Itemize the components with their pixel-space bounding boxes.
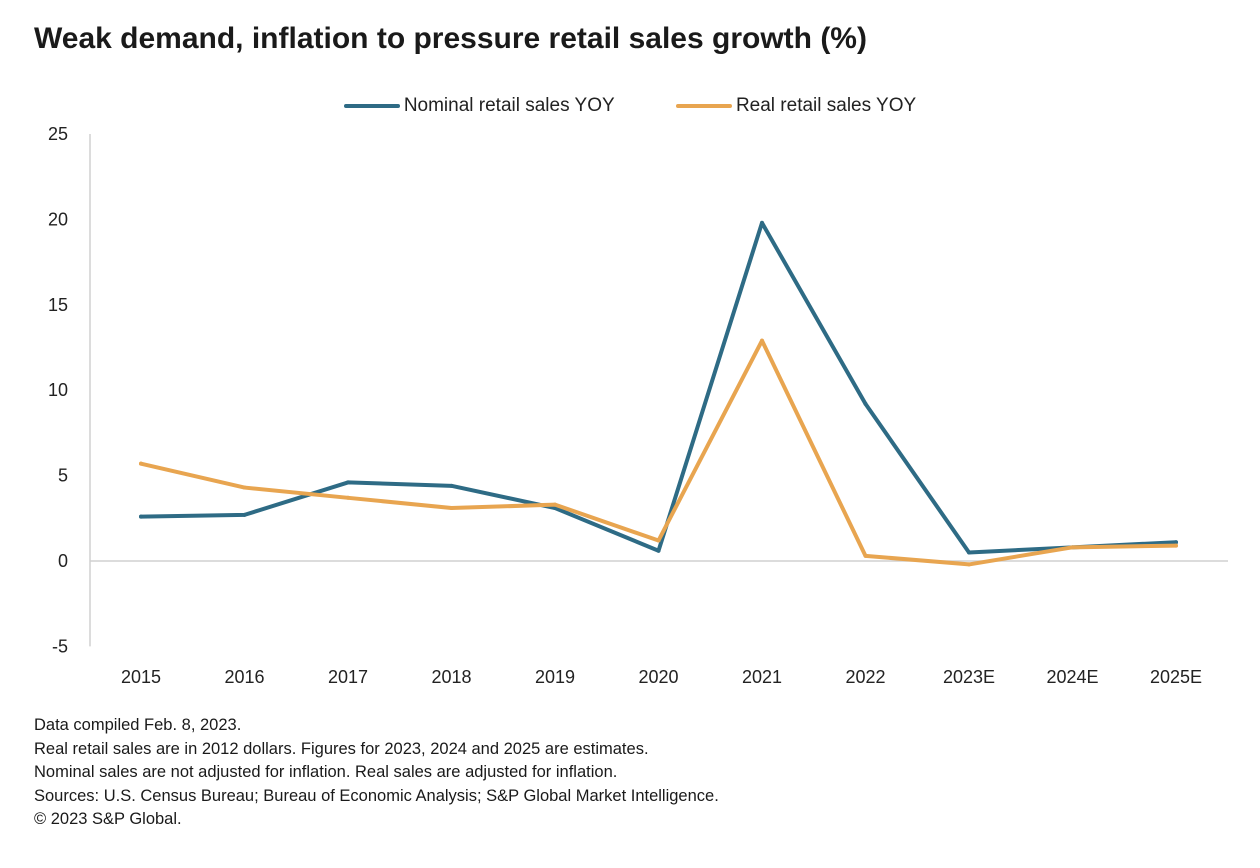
x-tick-label: 2019: [535, 667, 575, 687]
note-real-dollars: Real retail sales are in 2012 dollars. F…: [34, 739, 649, 758]
legend: Nominal retail sales YOY Real retail sal…: [0, 92, 1260, 117]
data-point-nominal: [760, 220, 764, 225]
data-point-nominal: [656, 548, 661, 553]
data-point-real: [760, 338, 764, 343]
y-tick-label: 15: [48, 295, 68, 315]
data-point-nominal: [1174, 540, 1178, 545]
legend-swatch-nominal: [343, 104, 400, 108]
x-tick-label: 2023E: [943, 667, 995, 687]
chart-notes: Data compiled Feb. 8, 2023. Real retail …: [34, 714, 719, 832]
y-tick-label: -5: [52, 636, 68, 656]
note-sources: Sources: U.S. Census Bureau; Bureau of E…: [34, 786, 719, 805]
data-point-real: [1070, 545, 1075, 550]
y-tick-label: 25: [48, 124, 68, 144]
y-tick-label: 10: [48, 380, 68, 400]
legend-swatch-real: [675, 104, 732, 108]
data-point-real: [449, 506, 454, 511]
legend-item-real: Real retail sales YOY: [675, 95, 917, 117]
x-tick-label: 2015: [121, 667, 161, 687]
data-point-nominal: [967, 550, 971, 555]
note-inflation: Nominal sales are not adjusted for infla…: [34, 763, 618, 781]
data-point-real: [553, 502, 557, 507]
legend-item-nominal: Nominal retail sales YOY: [343, 95, 615, 117]
note-date: Data compiled Feb. 8, 2023.: [34, 716, 242, 734]
data-point-real: [242, 485, 247, 490]
note-copyright: © 2023 S&P Global.: [34, 810, 182, 828]
chart-title: Weak demand, inflation to pressure retai…: [34, 22, 867, 55]
data-point-nominal: [863, 401, 868, 406]
data-point-real: [346, 495, 350, 500]
data-point-nominal: [449, 483, 454, 488]
data-point-nominal: [346, 480, 350, 485]
x-tick-label: 2025E: [1150, 667, 1202, 687]
x-tick-label: 2024E: [1046, 667, 1098, 687]
data-point-real: [656, 538, 661, 543]
legend-label-nominal: Nominal retail sales YOY: [403, 95, 615, 116]
x-tick-label: 2021: [742, 667, 782, 687]
y-tick-label: 5: [58, 466, 68, 486]
data-point-real: [967, 562, 971, 567]
data-point-real: [139, 461, 143, 466]
series-line-nominal: [139, 220, 1178, 555]
data-point-real: [863, 553, 868, 558]
data-point-nominal: [242, 512, 247, 517]
y-tick-label: 20: [48, 209, 68, 229]
x-tick-label: 2016: [224, 667, 264, 687]
data-point-nominal: [139, 514, 143, 519]
series-line-real: [139, 338, 1178, 567]
legend-label-real: Real retail sales YOY: [735, 95, 917, 116]
y-tick-label: 0: [58, 551, 68, 571]
x-tick-label: 2022: [845, 667, 885, 687]
x-tick-label: 2020: [638, 667, 678, 687]
x-tick-label: 2018: [431, 667, 471, 687]
x-tick-label: 2017: [328, 667, 368, 687]
data-point-real: [1174, 543, 1178, 548]
